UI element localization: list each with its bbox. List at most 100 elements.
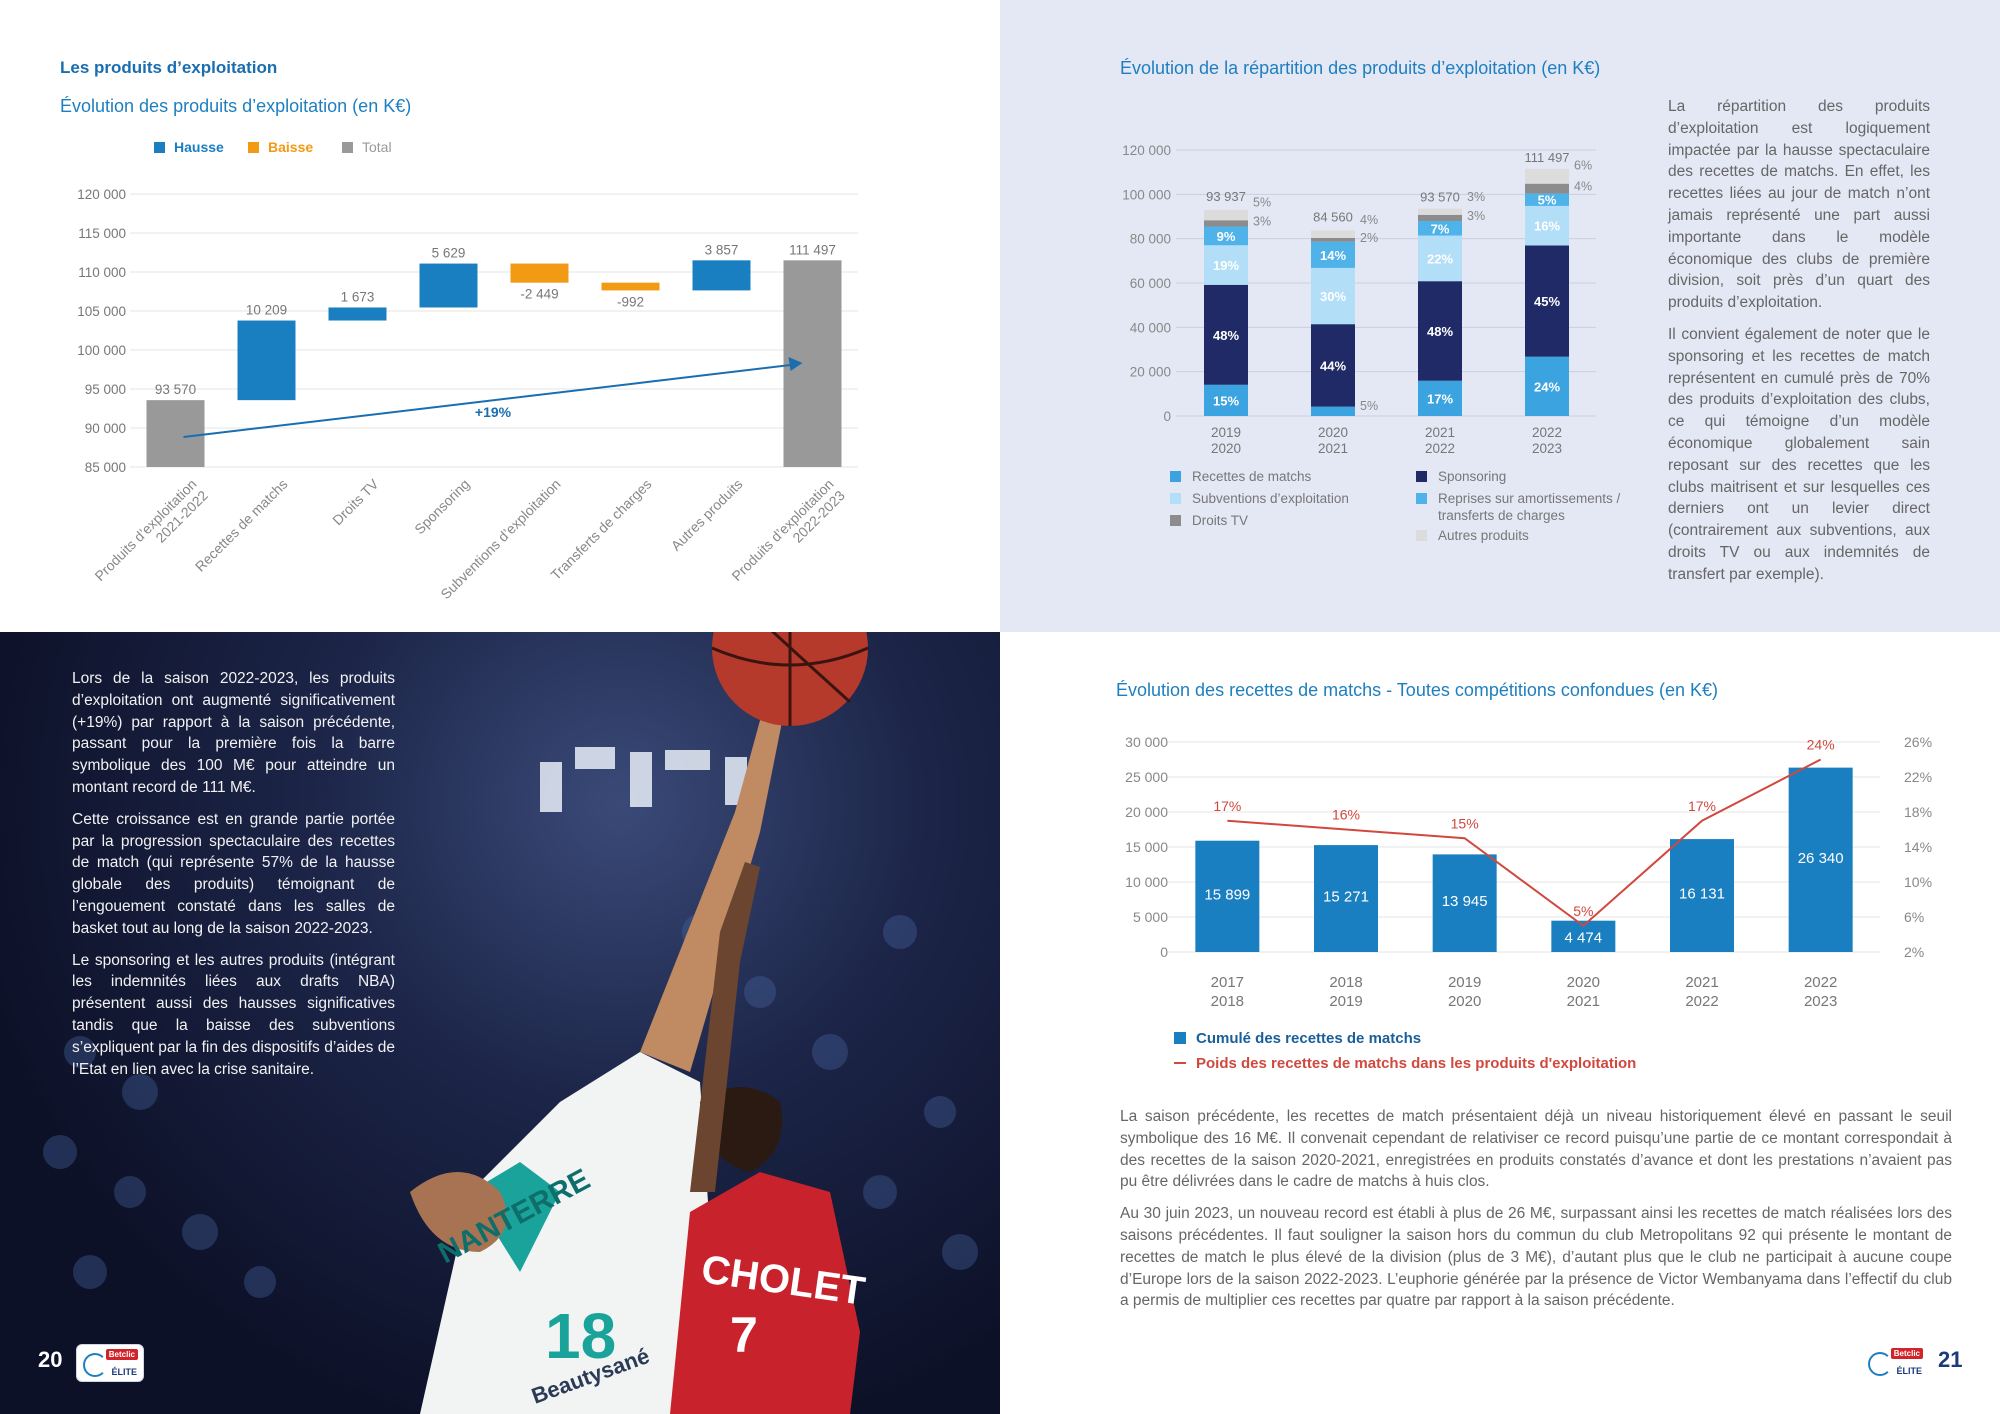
x-tick-label: 2022 — [1532, 425, 1562, 440]
revenue-bar — [1314, 845, 1378, 952]
segment-percent-label: 16% — [1534, 219, 1560, 234]
logo-sub: ÉLITE — [1896, 1366, 1922, 1376]
y-tick-label: 60 000 — [1130, 276, 1171, 291]
stacked-segment — [1311, 241, 1355, 268]
x-tick-label: 2023 — [1804, 993, 1837, 1010]
bar-value-label: 5 629 — [432, 246, 466, 261]
arrow-head-icon — [788, 357, 803, 371]
y-tick-label: 10 000 — [1125, 874, 1168, 890]
category-label-group: Droits TV — [329, 475, 382, 528]
waterfall-bar — [419, 263, 478, 308]
category-label-group: Recettes de matchs — [192, 476, 291, 575]
logo-brand: Betclic — [105, 1349, 138, 1360]
legend-label: Recettes de matchs — [1192, 469, 1312, 484]
segment-percent-label: 2% — [1360, 231, 1378, 245]
total-label: 93 570 — [1420, 190, 1460, 205]
bar-value-label: 93 570 — [155, 382, 196, 397]
y-tick-label: 100 000 — [1122, 187, 1171, 202]
bar-value-label: 15 271 — [1323, 889, 1369, 906]
paragraph: La saison précédente, les recettes de ma… — [1120, 1108, 1952, 1191]
panel-income-breakdown: Évolution de la répartition des produits… — [1000, 0, 2000, 632]
stacked-segment — [1418, 208, 1462, 215]
segment-percent-label: 22% — [1427, 251, 1453, 266]
panel-operating-income: Les produits d’exploitation Évolution de… — [0, 0, 1000, 632]
bar-value-label: -992 — [617, 294, 644, 309]
line-point-label: 16% — [1332, 807, 1360, 823]
segment-percent-label: 4% — [1574, 180, 1592, 194]
segment-percent-label: 48% — [1213, 328, 1239, 343]
segment-percent-label: 19% — [1213, 258, 1239, 273]
betclic-elite-logo-right: Betclic ÉLITE — [1862, 1344, 1928, 1380]
jersey-left-number: 18 — [545, 1300, 616, 1372]
betclic-elite-logo: Betclic ÉLITE — [76, 1344, 144, 1382]
paragraph: La répartition des produits d’exploitati… — [1668, 98, 1930, 312]
y-tick-label: 25 000 — [1125, 769, 1168, 785]
revenue-bar — [1670, 839, 1734, 952]
x-tick-label: Recettes de matchs — [192, 476, 291, 575]
x-tick-label: 2020 — [1448, 993, 1481, 1010]
stacked-segment — [1525, 205, 1569, 246]
waterfall-bar — [510, 263, 569, 283]
stacked-segment — [1311, 406, 1355, 416]
y-tick-label: 115 000 — [78, 226, 126, 241]
revenue-bar — [1195, 840, 1260, 952]
bar-value-label: 10 209 — [246, 303, 287, 318]
jersey-right-number: 7 — [730, 1307, 758, 1363]
waterfall-bar — [237, 320, 296, 401]
x-tick-label: Droits TV — [329, 475, 382, 528]
line-point-label: 5% — [1573, 903, 1593, 919]
bar-value-label: -2 449 — [520, 287, 558, 302]
legend-swatch — [1416, 471, 1427, 482]
logo-mark-icon — [83, 1353, 107, 1377]
legend-label: Total — [362, 139, 392, 155]
bar-value-label: 111 497 — [789, 242, 836, 257]
y-tick-label: 5 000 — [1133, 909, 1168, 925]
combo-chart-title: Évolution des recettes de matchs - Toute… — [1116, 680, 1718, 700]
segment-percent-label: 48% — [1427, 324, 1453, 339]
y2-tick-label: 14% — [1904, 839, 1932, 855]
x-tick-label: 2022 — [1804, 974, 1837, 991]
player-left-jersey — [420, 1052, 710, 1414]
x-tick-label: Produits d’exploitation — [91, 476, 199, 584]
x-tick-label: 2020 — [1318, 425, 1348, 440]
stacked-segment — [1525, 168, 1569, 184]
stacked-segment — [1311, 267, 1355, 325]
total-label: 84 560 — [1313, 210, 1353, 225]
waterfall-bar — [328, 307, 387, 321]
legend-swatch — [1174, 1032, 1186, 1044]
stacked-segment — [1418, 281, 1462, 381]
legend-label: Sponsoring — [1438, 469, 1506, 484]
stacked-segment — [1204, 384, 1248, 416]
bar-value-label: 15 899 — [1204, 886, 1250, 903]
x-tick-label: Transferts de charges — [547, 476, 654, 583]
stacked-segment — [1418, 221, 1462, 236]
paragraph: Au 30 juin 2023, un nouveau record est é… — [1120, 1205, 1952, 1310]
x-tick-label: 2018 — [1329, 974, 1362, 991]
stacked-segment — [1204, 226, 1248, 246]
y-tick-label: 120 000 — [77, 187, 126, 202]
segment-percent-label: 14% — [1320, 248, 1346, 263]
arena-lights — [540, 747, 747, 812]
legend-label: Droits TV — [1192, 513, 1248, 528]
x-tick-label: 2018 — [1211, 993, 1244, 1010]
bar-value-label: 3 857 — [705, 242, 739, 257]
x-tick-label: 2019 — [1329, 993, 1362, 1010]
legend-swatch — [1416, 493, 1427, 504]
y-tick-label: 120 000 — [1122, 143, 1171, 158]
y-tick-label: 20 000 — [1130, 365, 1171, 380]
stacked-segment — [1204, 284, 1248, 385]
combo-chart: 30 000 26% 25 000 22% 20 000 18% 15 000 14% 10 0… — [1125, 734, 1932, 1072]
segment-percent-label: 45% — [1534, 294, 1560, 309]
total-label: 93 937 — [1206, 189, 1246, 204]
growth-commentary: Lors de la saison 2022-2023, les produit… — [72, 668, 395, 1090]
y-tick-label: 30 000 — [1125, 734, 1168, 750]
legend-swatch — [1170, 493, 1181, 504]
revenue-bar — [1788, 767, 1853, 952]
photo-illustration: 18 NANTERRE Beautysané CHOLET 7 — [43, 632, 978, 1414]
stacked-segment — [1418, 235, 1462, 282]
y2-tick-label: 22% — [1904, 769, 1932, 785]
growth-annotation: +19% — [475, 404, 512, 420]
bar-value-label: 1 673 — [341, 289, 375, 304]
segment-percent-label: 5% — [1253, 195, 1271, 209]
